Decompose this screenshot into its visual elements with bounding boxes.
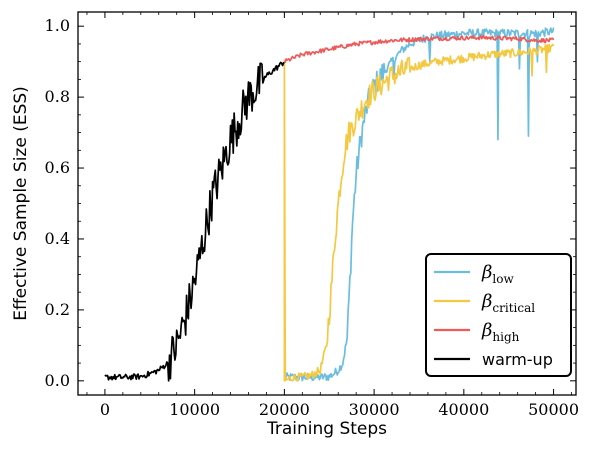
x-axis-label: Training Steps xyxy=(266,419,387,439)
x-tick-label: 10000 xyxy=(169,400,220,419)
x-tick-label: 30000 xyxy=(349,400,400,419)
y-axis-label: Effective Sample Size (ESS) xyxy=(11,86,31,321)
x-tick-label: 0 xyxy=(100,400,110,419)
legend-box xyxy=(425,253,572,377)
plot-lines xyxy=(104,27,555,382)
x-tick-label: 50000 xyxy=(528,400,579,419)
series-line-3 xyxy=(104,61,285,382)
series-line-2 xyxy=(284,34,555,64)
y-tick-label: 0.8 xyxy=(45,87,70,106)
y-tick-label: 0.2 xyxy=(45,300,70,319)
x-tick-label: 20000 xyxy=(259,400,310,419)
x-tick-label: 40000 xyxy=(438,400,489,419)
legend: βlow βcritical βhigh warm-up xyxy=(425,253,572,377)
legend-entry: βlow xyxy=(481,262,514,286)
legend-entry: βhigh xyxy=(481,320,520,344)
y-tick-label: 0.4 xyxy=(45,229,70,248)
y-tick-label: 0.0 xyxy=(45,371,70,390)
y-tick-label: 1.0 xyxy=(45,16,70,35)
legend-entry: βcritical xyxy=(481,291,535,315)
ticks: 0 10000 20000 30000 40000 50000 0.0 0.2 0.4 0.6 0.… xyxy=(45,12,579,419)
series-line-1 xyxy=(283,43,555,382)
series-line-0 xyxy=(283,27,555,382)
legend-entry: warm-up xyxy=(482,350,553,369)
y-tick-label: 0.6 xyxy=(45,158,70,177)
